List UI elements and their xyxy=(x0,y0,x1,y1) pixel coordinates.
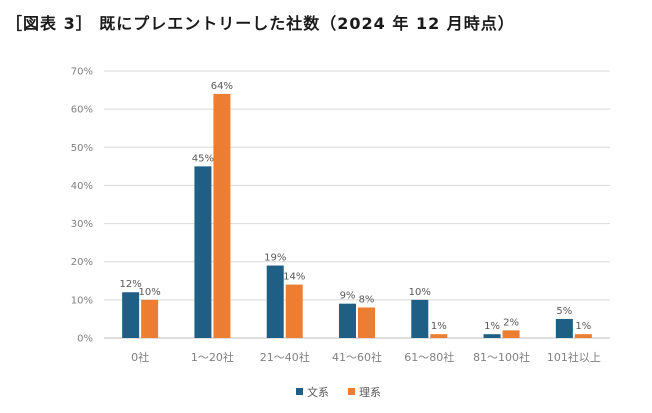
legend-swatch-rikei xyxy=(348,388,355,395)
data-label: 1% xyxy=(484,321,500,332)
x-tick-label: 21～40社 xyxy=(260,350,310,364)
y-tick-label: 50% xyxy=(71,143,93,154)
y-tick-label: 70% xyxy=(71,67,93,78)
bar-bunkei xyxy=(555,318,573,338)
legend-swatch-bunkei xyxy=(296,388,303,395)
bar-rikei xyxy=(574,334,592,338)
legend-label-rikei: 理系 xyxy=(359,386,381,399)
data-label: 10% xyxy=(139,287,161,298)
x-tick-label: 41～60社 xyxy=(332,350,382,364)
legend-label-bunkei: 文系 xyxy=(307,385,329,399)
bar-rikei xyxy=(141,299,159,338)
data-label: 1% xyxy=(575,321,591,332)
data-label: 1% xyxy=(431,321,447,332)
data-label: 19% xyxy=(264,253,286,264)
data-label: 8% xyxy=(359,294,375,305)
y-tick-label: 40% xyxy=(71,181,93,192)
y-tick-label: 20% xyxy=(71,257,93,268)
y-tick-label: 10% xyxy=(71,295,93,306)
chart-title: ［図表 3］ 既にプレエントリーした社数（2024 年 12 月時点） xyxy=(6,14,515,33)
data-label: 9% xyxy=(340,291,356,302)
bar-rikei xyxy=(502,330,520,338)
data-label: 10% xyxy=(409,287,431,298)
bar-rikei xyxy=(213,93,231,338)
bar-bunkei xyxy=(411,299,429,338)
y-tick-label: 60% xyxy=(71,105,93,116)
data-label: 2% xyxy=(503,317,519,328)
bar-rikei xyxy=(430,334,448,338)
data-label: 5% xyxy=(556,306,572,317)
y-tick-label: 0% xyxy=(77,334,93,345)
y-tick-label: 30% xyxy=(71,219,93,230)
data-label: 45% xyxy=(192,153,214,164)
data-label: 12% xyxy=(120,279,142,290)
x-tick-label: 101社以上 xyxy=(547,350,601,364)
bar-bunkei xyxy=(339,303,356,338)
x-tick-label: 81～100社 xyxy=(473,350,530,364)
bar-rikei xyxy=(358,307,375,338)
x-tick-label: 1～20社 xyxy=(191,350,234,364)
bar-bunkei xyxy=(194,166,212,338)
bar-bunkei xyxy=(266,265,284,338)
data-label: 64% xyxy=(211,81,233,92)
bar-rikei xyxy=(285,284,303,338)
bar-bunkei xyxy=(122,292,140,338)
data-label: 14% xyxy=(283,272,305,283)
x-tick-label: 61～80社 xyxy=(404,350,454,364)
x-tick-label: 0社 xyxy=(131,350,149,364)
bar-bunkei xyxy=(483,334,501,338)
